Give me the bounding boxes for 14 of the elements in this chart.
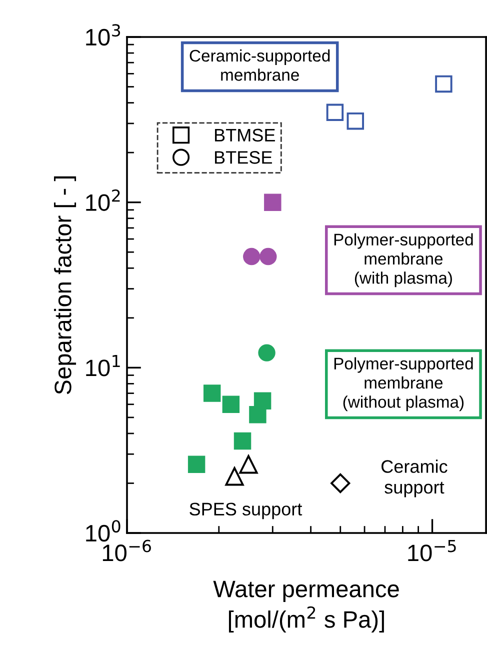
y-tick-label: 10$^{3}$ (86, 24, 120, 46)
y-tick-label: 10$^{1}$ (86, 354, 120, 376)
x-tick-label: 10$^{−5}$ (408, 540, 456, 562)
y-tick-label: 10$^{0}$ (86, 520, 120, 542)
annotation: BTESE (215, 151, 272, 164)
annotation: Polymer-supported membrane (with plasma) (334, 233, 473, 288)
y-tick-label: 10$^{2}$ (86, 189, 120, 211)
annotation: Ceramic-supported membrane (190, 49, 330, 81)
annotation: SPES support (190, 502, 302, 520)
x-axis-title: Water permeance [mol/(m$^{2}$ s Pa)] (213, 580, 399, 633)
annotation: Ceramic support (382, 460, 448, 498)
annotation: BTMSE (215, 128, 275, 142)
annotation: Polymer-supported membrane (without plasma) (334, 357, 473, 412)
y-axis-title: Separation factor [ - ] (54, 176, 76, 394)
